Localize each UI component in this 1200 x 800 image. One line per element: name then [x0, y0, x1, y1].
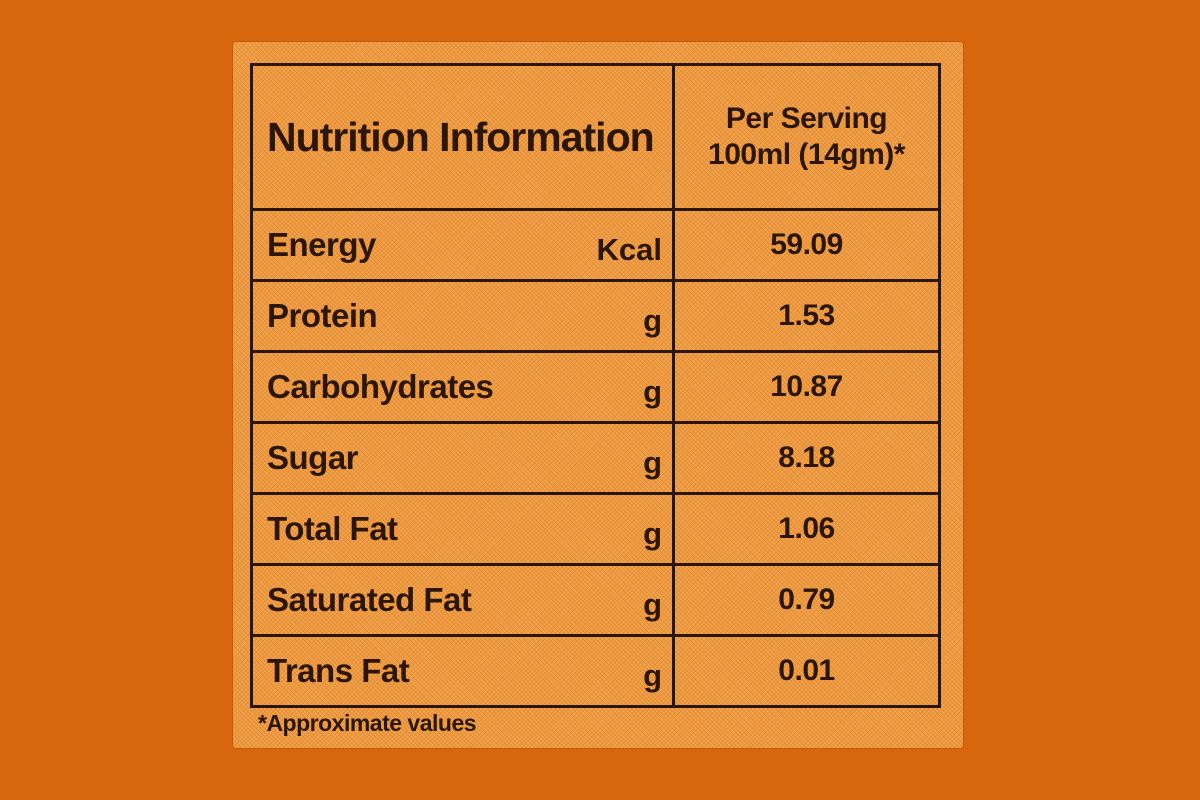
nutrient-name: Energy — [267, 226, 376, 263]
table-header-row: Nutrition Information Per Serving 100ml … — [253, 66, 938, 211]
nutrient-unit: g — [643, 516, 662, 551]
nutrient-value: 59.09 — [770, 228, 843, 261]
nutrition-label: Nutrition Information Per Serving 100ml … — [233, 42, 963, 748]
nutrition-table: Nutrition Information Per Serving 100ml … — [250, 63, 941, 708]
nutrient-value: 1.06 — [778, 512, 835, 545]
nutrient-unit: g — [643, 445, 662, 480]
nutrient-name: Trans Fat — [267, 652, 410, 689]
nutrient-name: Carbohydrates — [267, 368, 494, 405]
nutrient-value: 1.53 — [778, 299, 835, 332]
nutrient-value: 0.01 — [778, 654, 835, 687]
per-serving-header: Per Serving 100ml (14gm)* — [675, 66, 938, 208]
nutrient-unit: g — [643, 303, 662, 338]
per-serving-line2: 100ml (14gm)* — [708, 138, 905, 171]
nutrient-name: Sugar — [267, 439, 359, 476]
nutrient-unit: Kcal — [596, 232, 662, 267]
table-row-sugar: Sugar g 8.18 — [253, 424, 938, 495]
table-row-trans-fat: Trans Fat g 0.01 — [253, 637, 938, 705]
nutrient-name: Protein — [267, 297, 378, 334]
table-row-protein: Protein g 1.53 — [253, 282, 938, 353]
table-row-energy: Energy Kcal 59.09 — [253, 211, 938, 282]
nutrient-unit: g — [643, 374, 662, 409]
nutrient-unit: g — [643, 587, 662, 622]
nutrient-name: Total Fat — [267, 510, 398, 547]
table-row-carbohydrates: Carbohydrates g 10.87 — [253, 353, 938, 424]
table-row-total-fat: Total Fat g 1.06 — [253, 495, 938, 566]
approximate-values-footnote: *Approximate values — [258, 710, 477, 736]
nutrient-unit: g — [643, 658, 662, 693]
table-row-saturated-fat: Saturated Fat g 0.79 — [253, 566, 938, 637]
nutrient-value: 10.87 — [770, 370, 843, 403]
nutrition-information-title: Nutrition Information — [253, 66, 675, 208]
per-serving-line1: Per Serving — [725, 102, 888, 135]
nutrient-value: 8.18 — [778, 441, 835, 474]
nutrient-name: Saturated Fat — [267, 581, 472, 618]
nutrient-value: 0.79 — [778, 583, 835, 616]
